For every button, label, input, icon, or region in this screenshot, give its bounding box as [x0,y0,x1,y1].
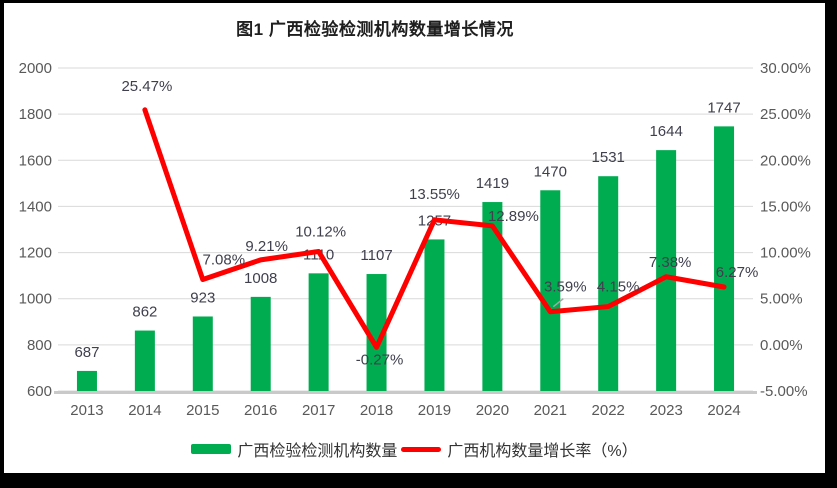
right-axis-tick: 30.00% [760,60,811,77]
x-axis-label: 2022 [592,402,625,419]
left-axis-tick: 1000 [19,291,52,308]
left-axis-tick: 1600 [19,152,52,169]
x-axis-label: 2018 [360,402,393,419]
x-axis-label: 2021 [534,402,567,419]
line-value-label: 25.47% [121,78,172,95]
bar-2023 [656,150,677,391]
x-axis-label: 2014 [128,402,161,419]
line-value-label: 7.38% [649,254,692,271]
right-axis-tick: 5.00% [760,291,803,308]
right-axis-tick: 10.00% [760,245,811,262]
x-axis-label: 2015 [186,402,219,419]
bar-2014 [134,330,155,391]
bar-value-label: 1008 [244,270,277,287]
bar-2021 [540,190,561,391]
line-value-label: 9.21% [245,238,288,255]
line-value-label: 6.27% [716,264,759,281]
bar-value-label: 923 [190,289,215,306]
line-value-label: 13.55% [409,186,460,203]
left-axis-tick: 800 [27,337,52,354]
bar-value-label: 1470 [534,163,567,180]
bar-value-label: 1531 [592,149,625,166]
bar-2024 [714,126,735,391]
legend-label-line-series: 广西机构数量增长率（%） [447,443,638,460]
bar-value-label: 862 [132,304,157,321]
legend: 广西检验检测机构数量 广西机构数量增长率（%） [4,437,825,461]
legend-item-bar-series: 广西检验检测机构数量 [191,437,397,461]
bar-series-swatch-icon [191,444,232,454]
left-axis-tick: 600 [27,383,52,400]
combo-chart: 600 800 1000 1200 1400 1600 1800 2000 -5.00% 0.00… [19,60,811,419]
x-axis-label: 2024 [707,402,740,419]
x-axis-label: 2016 [244,402,277,419]
left-axis-tick: 1200 [19,245,52,262]
line-series-swatch-icon [401,446,442,452]
right-axis-tick: -5.00% [760,383,808,400]
bar-value-label: 687 [74,344,99,361]
right-axis-tick: 20.00% [760,152,811,169]
line-value-label: 7.08% [203,252,246,269]
right-axis-tick: 25.00% [760,106,811,123]
bar-2013 [76,370,97,391]
label-leader-line [552,298,564,308]
bar-2019 [424,239,445,391]
line-value-label: 10.12% [295,223,346,240]
right-axis-tick: 0.00% [760,337,803,354]
bar-2020 [482,202,503,391]
left-axis-tick: 1800 [19,106,52,123]
right-axis-tick: 15.00% [760,198,811,215]
x-axis-label: 2023 [649,402,682,419]
x-axis-label: 2020 [476,402,509,419]
bar-2018 [366,274,387,391]
line-value-label: -0.27% [356,351,404,368]
line-value-label: 4.15% [597,279,640,296]
left-axis-tick: 1400 [19,198,52,215]
line-value-label: 12.89% [488,208,539,225]
bar-value-label: 1107 [360,247,392,264]
bar-value-label: 1419 [476,175,509,192]
bar-2022 [598,176,619,391]
chart-title: 图1 广西检验检测机构数量增长情况 [236,20,514,39]
chart-canvas: 图1 广西检验检测机构数量增长情况 600 800 1000 1200 1400 1600… [4,3,825,473]
bar-2016 [250,296,271,391]
left-axis-tick: 2000 [19,60,52,77]
growth-rate-line [142,107,727,350]
x-axis-label: 2013 [70,402,103,419]
x-axis-label: 2017 [302,402,335,419]
legend-label-bar-series: 广西检验检测机构数量 [237,443,398,460]
bar-value-label: 1747 [707,99,740,116]
x-axis-label: 2019 [418,402,451,419]
bar-2015 [192,316,213,391]
bar-2017 [308,273,329,391]
bar-value-label: 1644 [649,123,682,140]
legend-item-line-series: 广西机构数量增长率（%） [401,437,638,461]
line-value-label: 3.59% [544,279,587,296]
